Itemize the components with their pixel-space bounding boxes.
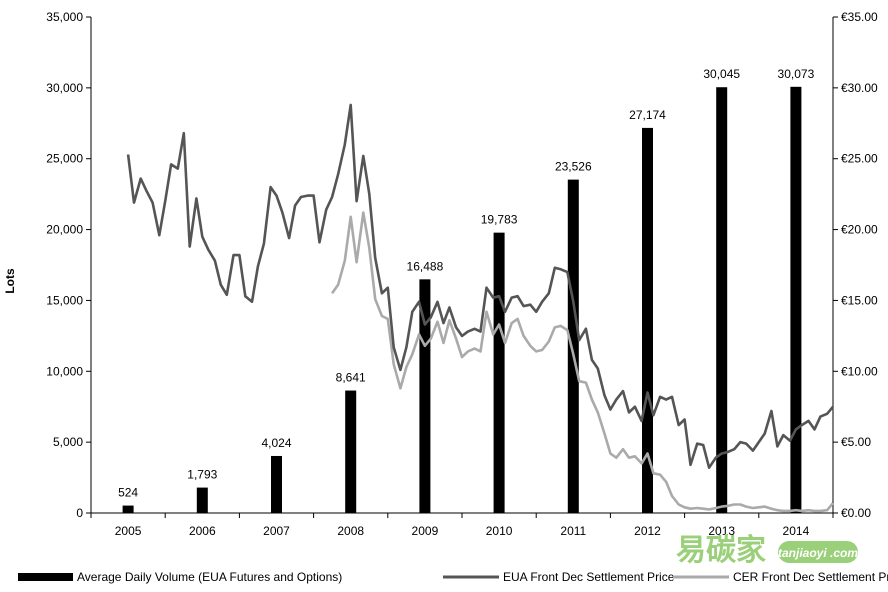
y-left-tick-label: 30,000: [46, 81, 83, 95]
y-left-tick-label: 20,000: [46, 223, 83, 237]
volume-bar: [345, 390, 357, 513]
volume-bar: [716, 87, 728, 514]
y-left-tick-label: 15,000: [46, 293, 83, 307]
y-right-tick-label: €0.00: [841, 506, 871, 520]
bar-value-label: 4,024: [261, 436, 291, 450]
bar-value-label: 27,174: [629, 108, 666, 122]
x-tick-label: 2011: [560, 524, 586, 538]
x-tick-label: 2010: [486, 524, 513, 538]
y-left-tick-label: 10,000: [46, 364, 83, 378]
x-tick-label: 2006: [189, 524, 216, 538]
volume-bar: [642, 127, 653, 513]
legend-label: EUA Front Dec Settlement Price: [503, 570, 675, 584]
watermark-badge: [778, 541, 858, 563]
y-axis-left-title: Lots: [3, 268, 17, 294]
bar-value-label: 8,641: [336, 371, 366, 385]
bar-value-label: 1,793: [187, 468, 217, 482]
bar-value-label: 30,073: [778, 67, 815, 81]
legend-label: CER Front Dec Settlement Price: [733, 570, 888, 584]
y-left-tick-label: 25,000: [46, 152, 83, 166]
y-right-tick-label: €35.00: [841, 10, 878, 24]
bar-value-label: 19,783: [481, 213, 518, 227]
eua-price-line: [126, 103, 834, 469]
volume-bar: [271, 455, 282, 513]
bar-value-label: 23,526: [555, 160, 592, 174]
volume-bar: [419, 279, 431, 513]
x-tick-label: 2007: [263, 524, 290, 538]
y-right-tick-label: €10.00: [841, 364, 878, 378]
y-left-tick-label: 0: [76, 506, 83, 520]
volume-bar: [493, 232, 505, 514]
watermark: 易碳家 tanjiaoyi .com: [676, 534, 858, 567]
x-tick-label: 2008: [337, 524, 364, 538]
x-tick-label: 2012: [634, 524, 661, 538]
x-tick-label: 2009: [412, 524, 439, 538]
x-tick-label: 2013: [708, 524, 735, 538]
watermark-sub-text: tanjiaoyi .com: [778, 546, 858, 560]
x-tick-label: 2014: [783, 524, 810, 538]
y-right-tick-label: €20.00: [841, 223, 878, 237]
legend-swatch-bar: [18, 573, 73, 581]
watermark-text: 易碳家: [676, 534, 766, 567]
x-tick-label: 2005: [115, 524, 142, 538]
bar-value-label: 16,488: [407, 259, 444, 273]
y-left-tick-label: 35,000: [46, 10, 83, 24]
volume-bar: [790, 86, 802, 513]
legend: Average Daily Volume (EUA Futures and Op…: [18, 570, 888, 584]
y-right-tick-label: €30.00: [841, 81, 878, 95]
volume-bar: [196, 487, 208, 513]
volume-bar: [567, 179, 579, 513]
volume-bars: [122, 86, 802, 514]
bar-value-labels: 524 1,793 4,024 8,641 16,488 19,783 23,526 27,1…: [118, 67, 814, 500]
price-lines: [126, 103, 834, 513]
cer-price-line: [331, 211, 834, 513]
axes: 0 5,000 10,000 15,000 20,000 25,000 30,000 35,0…: [46, 10, 878, 538]
bar-value-label: 524: [118, 486, 138, 500]
y-left-tick-label: 5,000: [53, 435, 83, 449]
y-right-tick-label: €5.00: [841, 435, 871, 449]
legend-label: Average Daily Volume (EUA Futures and Op…: [77, 570, 342, 584]
volume-bar: [122, 505, 134, 513]
y-right-tick-label: €25.00: [841, 152, 878, 166]
bar-value-label: 30,045: [703, 67, 740, 81]
y-right-tick-label: €15.00: [841, 293, 878, 307]
